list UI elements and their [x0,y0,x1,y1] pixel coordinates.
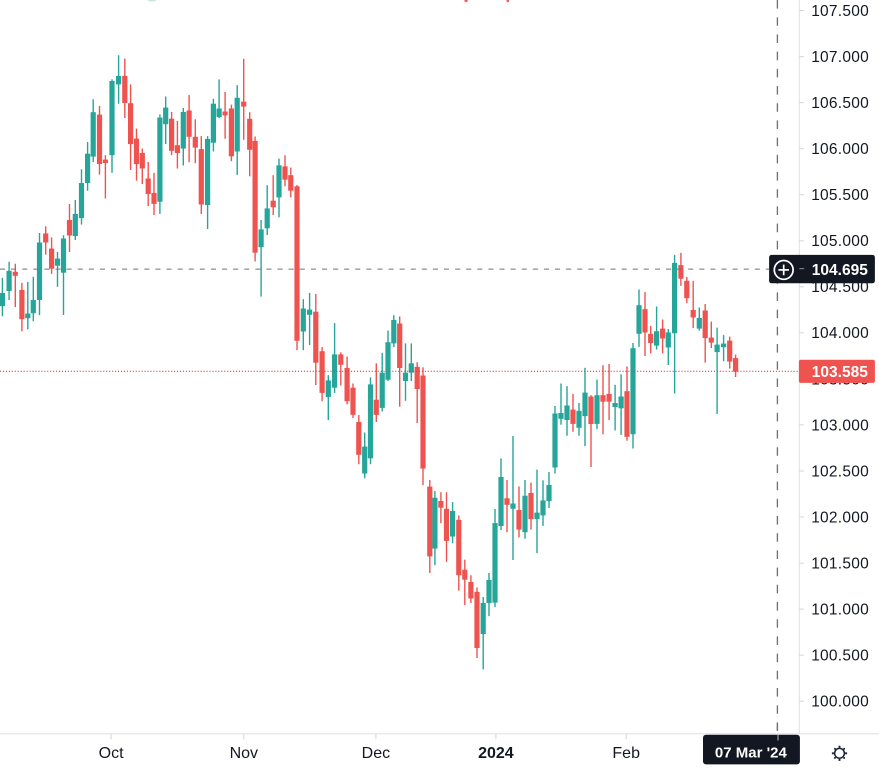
svg-text:Feb: Feb [612,745,640,762]
svg-text:107.000: 107.000 [811,49,869,66]
svg-text:100.000: 100.000 [811,694,869,711]
svg-text:106.000: 106.000 [811,141,869,158]
svg-text:105.500: 105.500 [811,187,869,204]
svg-text:100.500: 100.500 [811,648,869,665]
svg-text:102.500: 102.500 [811,463,869,480]
svg-text:102.000: 102.000 [811,509,869,526]
svg-text:104.500: 104.500 [811,279,869,296]
svg-text:101.000: 101.000 [811,602,869,619]
svg-text:Dec: Dec [362,745,390,762]
svg-text:Oct: Oct [99,745,124,762]
svg-text:104.695: 104.695 [812,262,868,279]
svg-text:105.000: 105.000 [811,233,869,250]
svg-text:2024: 2024 [478,745,514,762]
svg-text:106.500: 106.500 [811,95,869,112]
svg-text:07 Mar '24: 07 Mar '24 [715,744,788,761]
svg-text:Nov: Nov [230,745,258,762]
svg-text:107.500: 107.500 [811,3,869,20]
svg-text:101.500: 101.500 [811,556,869,573]
svg-text:103.585: 103.585 [812,364,868,381]
svg-text:104.000: 104.000 [811,325,869,342]
svg-text:103.000: 103.000 [811,417,869,434]
